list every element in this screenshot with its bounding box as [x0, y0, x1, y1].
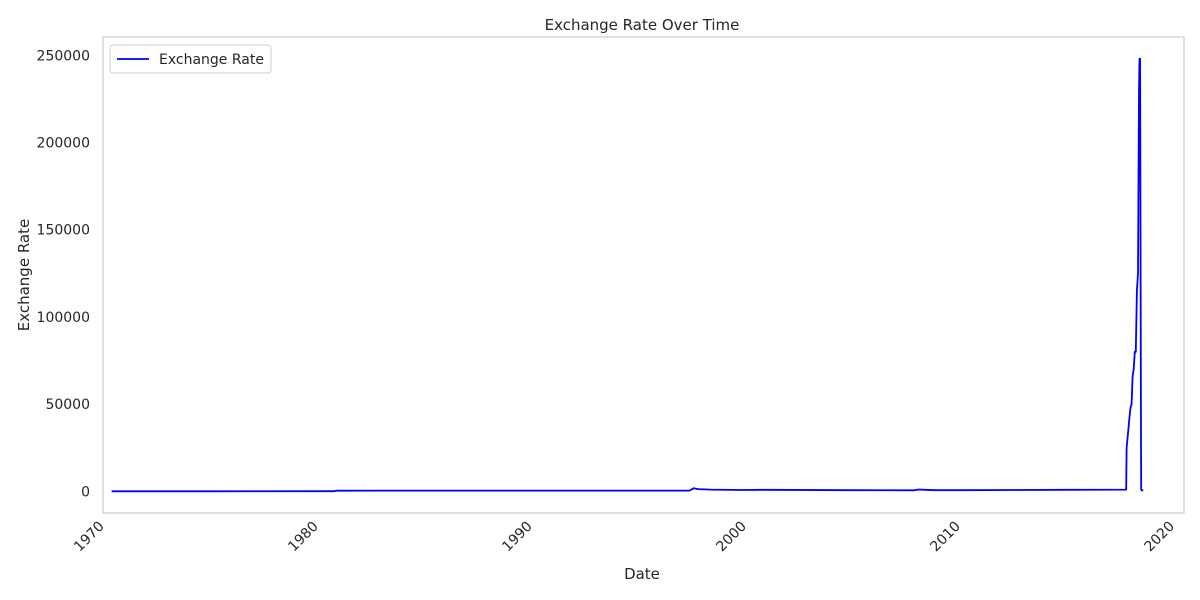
y-tick-label: 200000: [37, 136, 90, 152]
y-tick-label: 50000: [45, 397, 90, 413]
y-tick-label: 150000: [37, 223, 90, 239]
y-tick-label: 100000: [37, 310, 90, 326]
legend: Exchange Rate: [109, 44, 272, 74]
legend-box: [109, 44, 272, 74]
legend-label: Exchange Rate: [159, 52, 264, 68]
x-axis-label: Date: [624, 565, 660, 583]
plot-frame: [102, 36, 1185, 514]
series-line-0: [111, 57, 1144, 493]
chart-title: Exchange Rate Over Time: [545, 16, 740, 34]
y-axis-ticks: 0 50000 100000 150000 200000 250000: [37, 48, 90, 500]
y-tick-label: 250000: [37, 48, 90, 64]
y-axis-label: Exchange Rate: [15, 219, 33, 331]
y-tick-label: 0: [81, 484, 90, 500]
series-layer: [111, 57, 1144, 493]
